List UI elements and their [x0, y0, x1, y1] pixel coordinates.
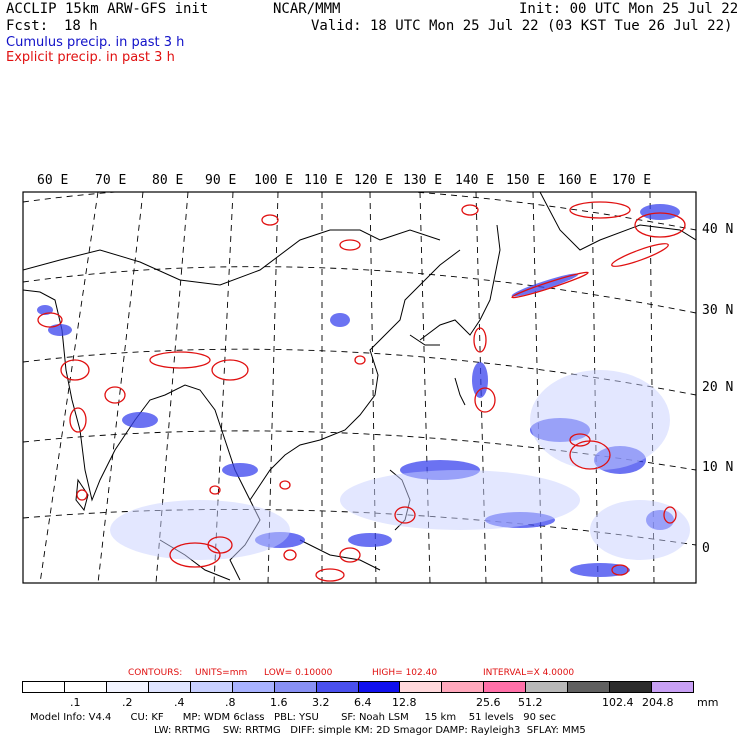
lon-label: 100 E: [254, 173, 294, 188]
legend-cumulus: Cumulus precip. in past 3 h: [6, 35, 185, 50]
colorbar-label: 204.8: [642, 696, 674, 709]
latitude-lines: [23, 192, 696, 546]
lon-label: 80 E: [152, 173, 184, 188]
colorbar-cell: [484, 682, 527, 692]
colorbar-cell: [23, 682, 65, 692]
light-precip-shading: [110, 370, 690, 560]
colorbar-cell: [652, 682, 693, 692]
contours-low: LOW= 0.10000: [264, 668, 333, 678]
lon-label: 130 E: [403, 173, 443, 188]
colorbar-label: 12.8: [392, 696, 417, 709]
colorbar-cell: [358, 682, 401, 692]
colorbar-cell: [232, 682, 275, 692]
colorbar-unit: mm: [697, 696, 719, 709]
colorbar-cell: [442, 682, 485, 692]
colorbar-label: 3.2: [312, 696, 330, 709]
colorbar-label: 25.6: [476, 696, 501, 709]
valid-time: Valid: 18 UTC Mon 25 Jul 22 (03 KST Tue …: [311, 18, 733, 34]
lon-label: 140 E: [455, 173, 495, 188]
colorbar-label: .8: [225, 696, 236, 709]
model-title: ACCLIP 15km ARW-GFS init: [6, 1, 209, 17]
lon-label: 120 E: [354, 173, 394, 188]
colorbar-label: .1: [70, 696, 81, 709]
lon-label: 70 E: [95, 173, 127, 188]
colorbar-cell: [316, 682, 359, 692]
model-info-line2: LW: RRTMG SW: RRTMG DIFF: simple KM: 2D …: [154, 725, 586, 736]
colorbar-cell: [148, 682, 191, 692]
forecast-label: Fcst:: [6, 18, 49, 34]
colorbar-cell: [274, 682, 317, 692]
lon-label: 60 E: [37, 173, 69, 188]
explicit-precip: [37, 201, 686, 582]
lon-label: 160 E: [558, 173, 598, 188]
colorbar-label: .4: [174, 696, 185, 709]
lat-label: 30 N: [702, 303, 734, 318]
lon-label: 110 E: [304, 173, 344, 188]
colorbar-cell: [610, 682, 653, 692]
colorbar-label: 1.6: [270, 696, 288, 709]
lat-label: 10 N: [702, 460, 734, 475]
init-time: Init: 00 UTC Mon 25 Jul 22: [519, 1, 739, 17]
lon-label: 90 E: [205, 173, 237, 188]
contours-interval: INTERVAL=X 4.0000: [483, 668, 575, 678]
lat-label: 20 N: [702, 380, 734, 395]
contours-units: UNITS=mm: [195, 668, 248, 678]
colorbar: [22, 681, 694, 693]
colorbar-label: 6.4: [354, 696, 372, 709]
contours-high: HIGH= 102.40: [372, 668, 438, 678]
colorbar-cell: [400, 682, 443, 692]
colorbar-label: 51.2: [518, 696, 543, 709]
lat-label: 40 N: [702, 222, 734, 237]
lat-label: 0: [702, 541, 710, 556]
colorbar-cell: [568, 682, 611, 692]
lon-label: 150 E: [506, 173, 546, 188]
colorbar-cell: [106, 682, 149, 692]
legend-explicit: Explicit precip. in past 3 h: [6, 50, 175, 65]
colorbar-label: .2: [122, 696, 133, 709]
forecast-hour: 18 h: [64, 18, 98, 34]
colorbar-cell: [526, 682, 569, 692]
contours-title: CONTOURS:: [128, 668, 183, 678]
center-label: NCAR/MMM: [273, 1, 341, 17]
colorbar-label: 102.4: [602, 696, 634, 709]
colorbar-cell: [190, 682, 233, 692]
lon-label: 170 E: [612, 173, 652, 188]
colorbar-cell: [64, 682, 107, 692]
model-info-line1: Model Info: V4.4 CU: KF MP: WDM 6class P…: [30, 712, 556, 723]
